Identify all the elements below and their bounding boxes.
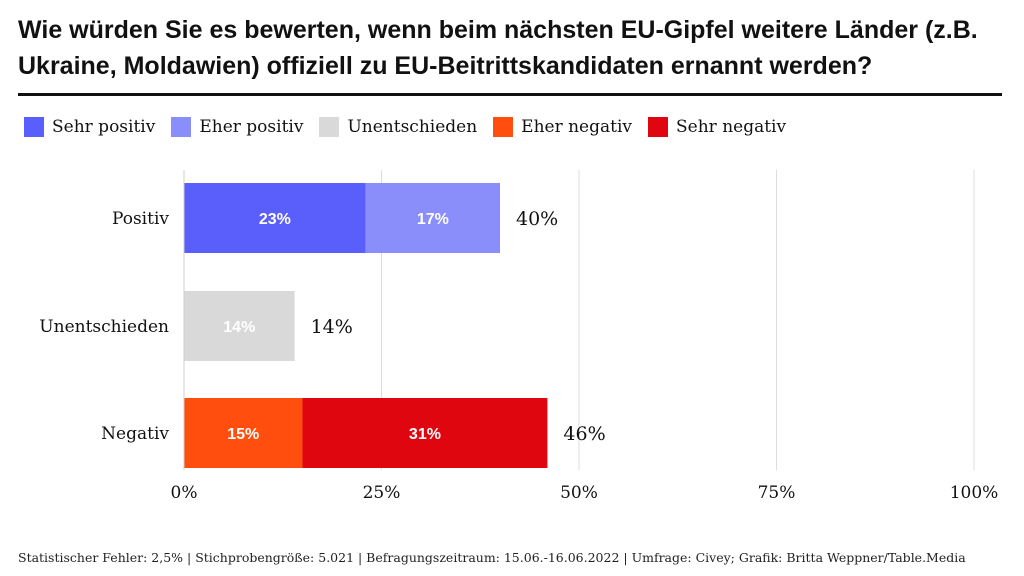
x-tick-label-25: 25% — [363, 483, 401, 503]
bar-value-label-unentschieden: 14% — [223, 319, 255, 336]
category-label-positiv: Positiv — [112, 209, 169, 229]
legend-swatch-unentschieden — [319, 117, 340, 137]
legend-item-unentschieden: Unentschieden — [319, 117, 477, 137]
legend-label-sehr-negativ: Sehr negativ — [676, 117, 787, 137]
footer-source: Statistischer Fehler: 2,5% | Stichproben… — [18, 550, 966, 565]
total-label-unentschieden: 14% — [311, 316, 353, 338]
legend-item-sehr-negativ: Sehr negativ — [648, 117, 786, 137]
chart-title: Wie würden Sie es bewerten, wenn beim nä… — [18, 16, 978, 80]
x-tick-label-75: 75% — [758, 483, 796, 503]
legend-label-unentschieden: Unentschieden — [347, 117, 478, 137]
legend: Sehr positiv Eher positiv Unentschieden … — [24, 112, 802, 142]
legend-swatch-eher-negativ — [493, 117, 514, 137]
legend-swatch-eher-positiv — [171, 117, 192, 137]
x-tick-label-50: 50% — [560, 483, 598, 503]
category-label-negativ: Negativ — [101, 424, 169, 444]
legend-item-sehr-positiv: Sehr positiv — [24, 117, 155, 137]
bar-sehr-negativ — [302, 398, 548, 468]
bar-sehr-positiv — [184, 183, 366, 253]
total-label-negativ: 46% — [563, 423, 605, 445]
x-tick-label-100: 100% — [950, 483, 999, 503]
bar-value-label-eher-positiv: 17% — [417, 211, 449, 228]
legend-label-eher-positiv: Eher positiv — [199, 117, 304, 137]
legend-item-eher-positiv: Eher positiv — [171, 117, 303, 137]
legend-label-sehr-positiv: Sehr positiv — [52, 117, 156, 137]
title-divider — [18, 93, 1002, 96]
total-label-positiv: 40% — [516, 208, 558, 230]
legend-item-eher-negativ: Eher negativ — [493, 117, 632, 137]
legend-swatch-sehr-negativ — [648, 117, 669, 137]
bar-unentschieden — [184, 291, 295, 361]
bar-eher-positiv — [365, 183, 500, 253]
bar-value-label-sehr-negativ: 31% — [409, 426, 441, 443]
bar-eher-negativ — [184, 398, 303, 468]
category-label-unentschieden: Unentschieden — [39, 317, 169, 337]
bar-value-label-eher-negativ: 15% — [227, 426, 259, 443]
legend-swatch-sehr-positiv — [24, 117, 44, 137]
bar-value-label-sehr-positiv: 23% — [259, 211, 291, 228]
legend-label-eher-negativ: Eher negativ — [521, 117, 633, 137]
x-tick-label-0: 0% — [171, 483, 198, 503]
